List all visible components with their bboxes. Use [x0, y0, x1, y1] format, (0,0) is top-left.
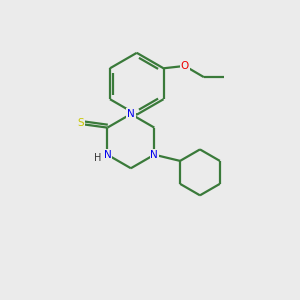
Text: N: N — [103, 150, 111, 160]
Text: S: S — [78, 118, 84, 128]
Text: N: N — [127, 109, 135, 119]
Text: H: H — [94, 153, 102, 163]
Text: O: O — [181, 61, 189, 71]
Text: N: N — [150, 150, 158, 160]
